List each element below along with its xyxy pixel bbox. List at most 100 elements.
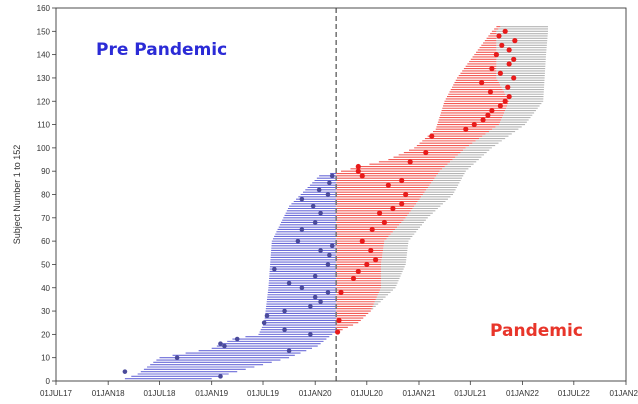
x-tick-label-01JAN18: 01JAN18 [92, 389, 125, 398]
pre-pandemic-event-25 [295, 238, 301, 244]
pandemic-event-12 [376, 210, 383, 216]
pre-pandemic-event-21 [325, 262, 331, 267]
x-tick-label-01JAN22: 01JAN22 [506, 389, 539, 398]
pandemic-event-45 [502, 28, 508, 34]
pandemic-event-3 [338, 289, 344, 296]
pandemic-event-6 [364, 261, 370, 268]
pre-pandemic-event-32 [316, 187, 322, 193]
pre-pandemic-event-3 [174, 355, 180, 360]
x-tick-label-01JUL18: 01JUL18 [143, 389, 176, 398]
y-tick-label-120: 120 [37, 97, 51, 106]
pandemic-event-24 [463, 126, 469, 132]
pandemic-event-14 [399, 201, 405, 207]
y-tick-label-40: 40 [41, 284, 50, 293]
y-tick-label-90: 90 [41, 167, 50, 176]
pandemic-event-9 [359, 238, 365, 244]
pre-pandemic-event-7 [234, 336, 240, 342]
y-tick-label-60: 60 [41, 237, 50, 246]
y-tick-label-140: 140 [37, 51, 51, 60]
pandemic-event-40 [493, 52, 499, 58]
pandemic-event-21 [407, 159, 413, 165]
pandemic-event-30 [502, 98, 508, 104]
pre-pandemic-event-14 [318, 299, 323, 305]
x-tick-label-01JAN20: 01JAN20 [299, 389, 332, 398]
x-tick-label-01JAN19: 01JAN19 [195, 389, 228, 398]
y-tick-label-30: 30 [41, 307, 50, 316]
pre-pandemic-event-1 [218, 374, 223, 379]
subject-bars [124, 26, 549, 380]
pre-pandemic-event-24 [329, 243, 335, 249]
pandemic-event-20 [355, 163, 361, 170]
pandemic-event-31 [506, 93, 512, 100]
pandemic-event-1 [335, 329, 341, 335]
pre-pandemic-event-17 [299, 285, 305, 291]
pandemic-event-29 [497, 103, 503, 109]
pandemic-event-41 [506, 47, 512, 53]
pre-pandemic-event-16 [325, 290, 331, 295]
pandemic-event-36 [497, 70, 503, 76]
pre-pandemic-event-20 [272, 266, 277, 272]
pre-pandemic-event-27 [312, 220, 318, 225]
y-axis-label: Subject Number 1 to 152 [12, 145, 22, 245]
pandemic-event-34 [479, 80, 485, 86]
pandemic-event-22 [423, 149, 429, 156]
pre-pandemic-event-29 [310, 203, 316, 209]
pre-pandemic-event-2 [122, 369, 128, 374]
y-tick-label-110: 110 [37, 121, 50, 130]
x-tick-label-01JAN21: 01JAN21 [403, 389, 436, 398]
pandemic-event-19 [355, 168, 361, 174]
x-tick-label-01JUL17: 01JUL17 [40, 389, 73, 398]
pandemic-event-25 [471, 121, 477, 128]
pre-pandemic-event-4 [286, 348, 292, 353]
pandemic-event-11 [381, 219, 387, 226]
pandemic-event-17 [399, 177, 405, 184]
pre-pandemic-event-5 [222, 343, 227, 349]
x-tick-label-01JUL22: 01JUL22 [558, 389, 591, 398]
pre-pandemic-event-26 [299, 227, 305, 232]
pre-pandemic-event-13 [308, 304, 313, 309]
pre-pandemic-event-28 [318, 210, 323, 216]
pandemic-event-13 [390, 205, 396, 212]
pandemic-event-18 [359, 173, 365, 179]
pre-pandemic-event-6 [218, 341, 223, 347]
x-tick-label-01JUL19: 01JUL19 [247, 389, 280, 398]
y-tick-label-100: 100 [37, 144, 51, 153]
pandemic-event-37 [489, 66, 495, 72]
pre-pandemic-event-12 [282, 308, 287, 314]
y-tick-label-150: 150 [37, 27, 51, 36]
x-tick-label-01JAN23: 01JAN23 [610, 389, 638, 398]
pandemic-event-5 [355, 268, 361, 275]
pre-pandemic-event-15 [312, 294, 318, 300]
pandemic-event-44 [496, 33, 502, 39]
pre-pandemic-event-8 [308, 332, 313, 337]
y-tick-label-50: 50 [41, 260, 50, 269]
y-tick-label-20: 20 [41, 330, 50, 339]
pre-pandemic-label: Pre Pandemic [96, 40, 227, 60]
chart-axes: 0 10 20 30 40 50 60 70 80 90 100 110 120 130 140 150 160… [12, 4, 638, 398]
y-tick-label-80: 80 [41, 191, 50, 200]
pre-pandemic-event-11 [264, 313, 270, 319]
pandemic-event-33 [505, 84, 511, 90]
pandemic-event-42 [499, 42, 505, 48]
pandemic-event-28 [489, 107, 495, 114]
pandemic-event-43 [512, 38, 518, 44]
x-tick-label-01JUL20: 01JUL20 [351, 389, 384, 398]
pandemic-event-35 [511, 75, 517, 81]
pandemic-event-27 [485, 112, 491, 118]
y-tick-label-0: 0 [46, 377, 51, 386]
pre-pandemic-event-34 [329, 173, 335, 179]
pandemic-event-23 [429, 133, 435, 139]
pandemic-event-7 [373, 257, 379, 263]
pre-pandemic-event-22 [327, 252, 332, 258]
pre-pandemic-event-31 [325, 192, 331, 197]
pandemic-event-15 [403, 191, 409, 198]
y-tick-label-70: 70 [41, 214, 50, 223]
y-tick-label-130: 130 [37, 74, 51, 83]
pandemic-event-26 [480, 117, 486, 123]
pandemic-event-39 [511, 56, 517, 62]
pandemic-event-32 [487, 89, 494, 95]
pandemic-event-2 [336, 317, 342, 323]
pandemic-event-10 [369, 226, 375, 233]
event-points [122, 28, 518, 379]
pre-pandemic-event-33 [327, 180, 332, 186]
